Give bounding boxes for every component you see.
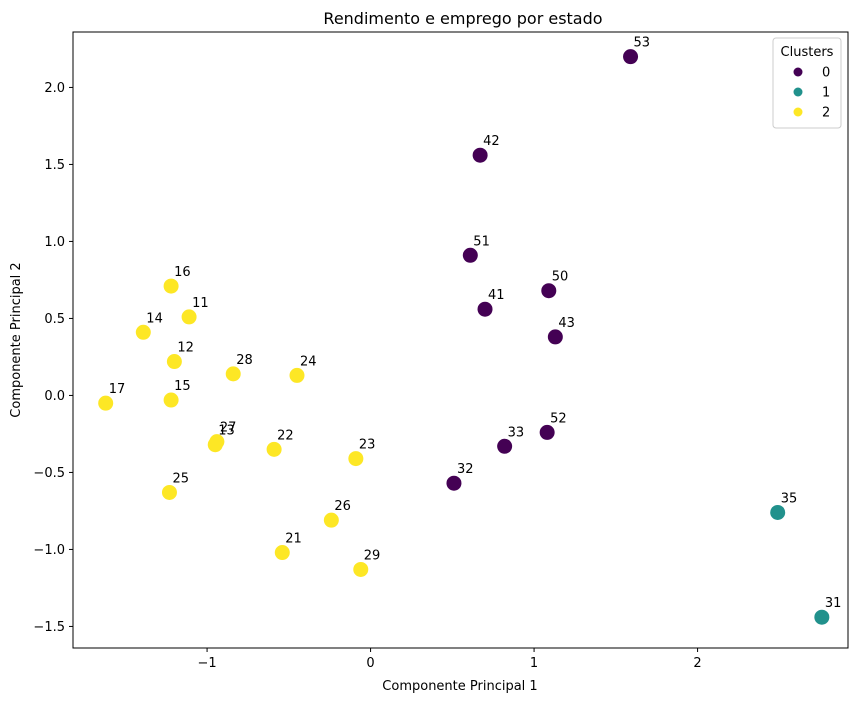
point-16 [163,278,179,294]
point-51 [462,247,478,263]
point-53 [623,49,639,65]
point-25 [161,484,177,500]
legend-marker-1 [793,87,803,97]
point-42 [472,147,488,163]
point-label-15: 15 [174,379,191,394]
point-26 [323,512,339,528]
legend-box [772,37,842,129]
y-tick-label: 2.0 [44,81,65,96]
point-label-33: 33 [508,425,525,440]
point-12 [166,354,182,370]
point-label-12: 12 [177,341,194,356]
point-29 [353,561,369,577]
ticks-layer: −1 0 1 2−1.5−1.0−0.50.00.51.01.52.0 [33,81,701,671]
y-tick-label: −0.5 [33,466,65,481]
point-43 [547,329,563,345]
point-35 [770,504,786,520]
x-axis-label: Componente Principal 1 [382,679,537,694]
point-label-11: 11 [192,296,209,311]
legend-entries: 0 1 2 [793,66,830,121]
point-31 [814,609,830,625]
point-label-24: 24 [300,354,317,369]
y-tick-label: 0.0 [44,389,65,404]
point-label-35: 35 [781,491,798,506]
y-tick-label: −1.5 [33,620,65,635]
point-label-32: 32 [457,462,474,477]
point-32 [446,475,462,491]
point-label-29: 29 [364,548,381,563]
legend-marker-2 [793,107,803,117]
point-50 [541,283,557,299]
point-24 [289,367,305,383]
point-14 [135,324,151,340]
point-23 [348,451,364,467]
point-41 [477,301,493,317]
point-label-22: 22 [277,428,294,443]
x-tick-label: 1 [530,656,538,671]
point-13 [207,437,223,453]
point-label-16: 16 [174,265,191,280]
chart-title: Rendimento e emprego por estado [323,9,602,28]
point-label-13: 13 [218,424,235,439]
y-tick-label: 1.0 [44,235,65,250]
point-28 [225,366,241,382]
point-label-51: 51 [473,234,490,249]
point-label-50: 50 [552,270,569,285]
point-label-23: 23 [359,438,376,453]
point-17 [98,395,114,411]
point-21 [274,545,290,561]
point-15 [163,392,179,408]
point-label-27: 27 [220,421,237,436]
point-label-26: 26 [334,499,351,514]
point-label-52: 52 [550,411,567,426]
x-tick-label: 0 [366,656,374,671]
points-layer [98,49,830,625]
point-52 [539,424,555,440]
point-11 [181,309,197,325]
point-22 [266,441,282,457]
point-label-43: 43 [558,316,575,331]
y-tick-label: −1.0 [33,543,65,558]
point-label-41: 41 [488,288,505,303]
point-label-31: 31 [825,596,842,611]
point-label-21: 21 [285,532,302,547]
axes [72,31,849,649]
y-tick-label: 1.5 [44,158,65,173]
point-label-28: 28 [236,353,253,368]
legend-title: Clusters [781,45,834,60]
point-33 [497,438,513,454]
y-axis-label: Componente Principal 2 [9,262,24,417]
legend: Clusters 0 1 2 [772,37,842,129]
x-tick-label: 2 [693,656,701,671]
point-label-25: 25 [172,471,189,486]
point-label-14: 14 [146,311,163,326]
legend-marker-0 [793,67,803,77]
plot-frame [72,31,849,649]
point-label-17: 17 [109,382,126,397]
legend-label-0: 0 [822,66,830,81]
x-tick-label: −1 [197,656,216,671]
point-label-42: 42 [483,134,500,149]
y-tick-label: 0.5 [44,312,65,327]
legend-label-2: 2 [822,106,830,121]
legend-label-1: 1 [822,86,830,101]
point-label-53: 53 [634,36,651,51]
